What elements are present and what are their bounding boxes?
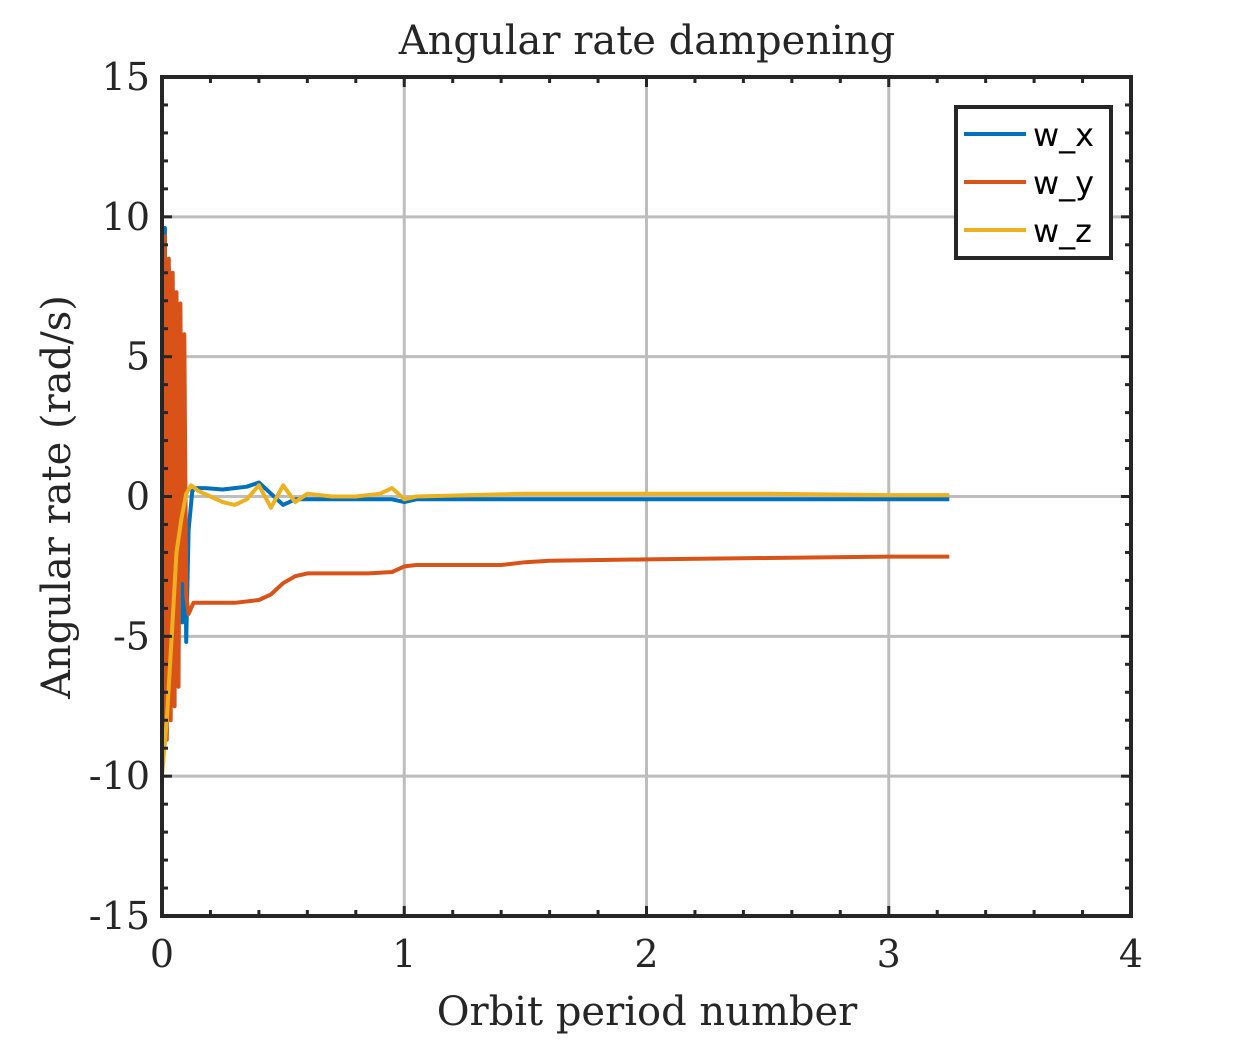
y-tick-label: -10 xyxy=(89,754,150,798)
x-tick-label: 2 xyxy=(634,932,658,976)
legend-label-w_z: w_z xyxy=(1033,212,1092,250)
y-tick-labels: -15 -10 -5 0 5 10 15 xyxy=(89,55,150,938)
series-line-w_z xyxy=(160,483,950,777)
legend: w_x w_y w_z xyxy=(954,105,1113,260)
y-tick-label: 10 xyxy=(102,195,150,239)
series-line-w_x xyxy=(160,216,950,751)
x-tick-label: 0 xyxy=(150,932,174,976)
series-line-w_y xyxy=(160,227,950,759)
y-tick-label: -5 xyxy=(113,614,150,658)
x-tick-label: 3 xyxy=(877,932,901,976)
axis-ticks xyxy=(160,75,1133,918)
x-tick-label: 1 xyxy=(392,932,416,976)
legend-label-w_y: w_y xyxy=(1033,164,1094,202)
legend-label-w_x: w_x xyxy=(1033,116,1094,154)
legend-items: w_x w_y w_z xyxy=(964,116,1094,250)
y-axis-label: Angular rate (rad/s) xyxy=(34,295,80,700)
x-axis-label: Orbit period number xyxy=(437,989,858,1035)
x-tick-label: 4 xyxy=(1119,932,1143,976)
x-tick-labels: 0 1 2 3 4 xyxy=(150,932,1143,976)
series-lines xyxy=(160,216,950,777)
chart-title: Angular rate dampening xyxy=(398,18,896,64)
y-tick-label: 0 xyxy=(126,475,150,519)
y-tick-label: 5 xyxy=(126,335,150,379)
y-tick-label: -15 xyxy=(89,894,150,938)
y-tick-label: 15 xyxy=(102,55,150,99)
